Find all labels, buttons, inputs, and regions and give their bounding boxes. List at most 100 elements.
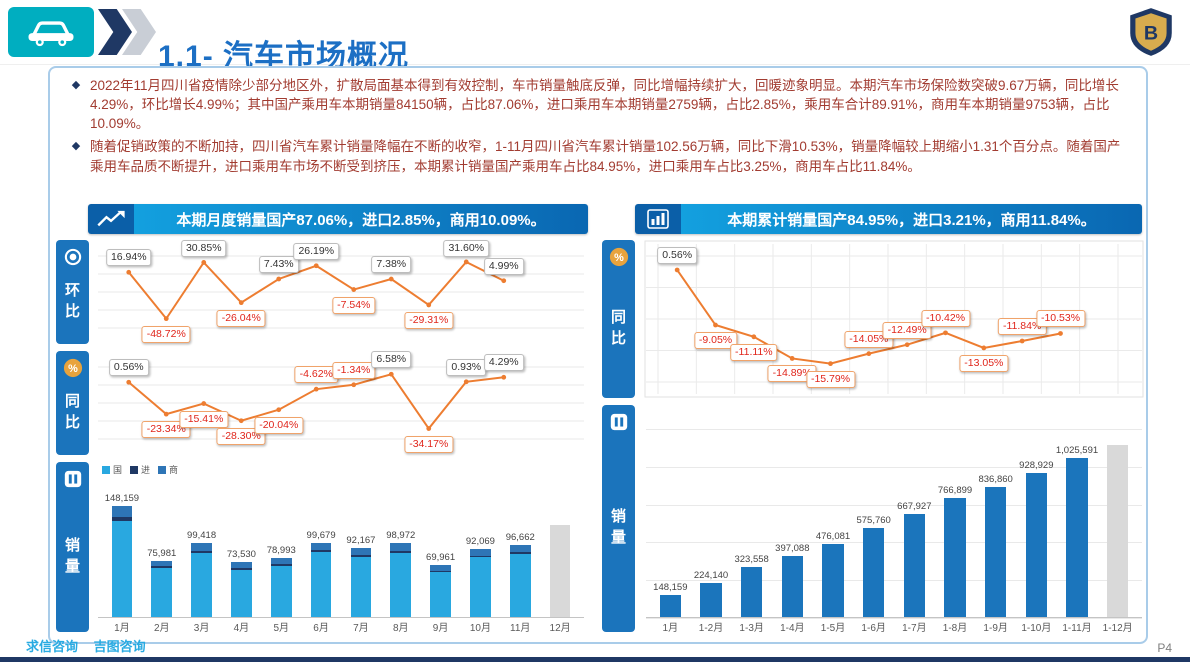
percent-icon: %: [63, 358, 82, 378]
bar-segment-domestic: [270, 566, 292, 618]
bar-segment-commercial: [310, 542, 332, 551]
x-axis-label: 4月: [233, 623, 250, 634]
x-axis-label: 10月: [469, 623, 491, 634]
data-point-label: 4.99%: [483, 257, 524, 275]
data-point-label: 0.56%: [657, 246, 698, 264]
data-point-label: -29.31%: [404, 311, 454, 329]
x-axis-label: 9月: [432, 623, 449, 634]
bar-segment-commercial: [470, 548, 491, 556]
bar-segment-domestic: [151, 568, 173, 618]
footer-brand: 求信咨询: [26, 639, 79, 654]
bar-segment-commercial: [191, 542, 212, 551]
data-point-label: -7.54%: [332, 296, 376, 314]
bar-value-label: 92,167: [346, 535, 376, 547]
x-axis-label: 1-6月: [861, 623, 886, 634]
value-bar: [470, 548, 491, 619]
cumulative-yoy-line-chart: 0.56% -9.05% -11.11% -14.89% -15.79% -14.05% -…: [644, 240, 1144, 398]
gridline: [646, 580, 1142, 582]
value-bar: [985, 487, 1007, 618]
bar-chart-icon: [635, 204, 681, 234]
data-point-label: -9.05%: [693, 332, 738, 349]
x-axis-label: 12月: [549, 623, 571, 634]
x-axis-label: 11月: [510, 623, 531, 634]
bar-segment-commercial: [430, 565, 451, 571]
bar-value-label: 78,993: [266, 545, 296, 557]
svg-text:%: %: [614, 252, 624, 264]
bar-value-label: 667,927: [897, 500, 932, 512]
bar-segment-import: [310, 550, 332, 553]
bullet-text: 随着促销政策的不断加持，四川省汽车累计销量降幅在不断的收窄，1-11月四川省汽车…: [90, 139, 1121, 174]
bar-value-label: 836,860: [978, 474, 1013, 486]
x-axis-label: 1-10月: [1021, 623, 1052, 634]
bar-value-label: 75,981: [147, 547, 177, 559]
legend-item: 国: [102, 463, 122, 476]
x-axis-label: 7月: [353, 623, 369, 634]
value-bar: [741, 567, 763, 618]
bar-segment-commercial: [350, 548, 372, 556]
data-point-label: 7.38%: [371, 256, 412, 274]
x-axis-label: 2月: [153, 623, 170, 634]
footer-brand: 吉图咨询: [93, 639, 146, 654]
bar-segment-domestic: [231, 569, 252, 618]
x-axis-label: 6月: [313, 623, 329, 634]
header: 1.1- 汽车市场概况 B: [0, 0, 1190, 73]
data-point-label: -4.62%: [294, 366, 338, 384]
sidebar-label: 销量: [64, 536, 80, 575]
data-point-label: -15.79%: [805, 370, 856, 388]
value-bar: [390, 543, 412, 618]
bar-segment-import: [231, 568, 252, 570]
bar-segment-import: [191, 550, 212, 553]
cumulative-sales-bar-chart: 148,159 1月 224,140 1-2月 323,558 1-3月 397,088 1-…: [644, 405, 1144, 634]
legend-swatch-import: [130, 465, 139, 474]
sidebar-label: 销量: [610, 508, 626, 546]
gridline: [646, 618, 1142, 619]
bar-segment-import: [430, 570, 451, 573]
logo-emblem-icon: B: [1130, 8, 1172, 56]
bar-value-label: 99,679: [306, 529, 336, 541]
value-bar: [700, 583, 722, 618]
bar-segment-domestic: [191, 552, 212, 618]
x-axis-label: 1月: [114, 623, 130, 634]
data-point-label: -11.11%: [730, 343, 778, 361]
bullet-diamond-icon: ◆: [71, 79, 81, 91]
data-point-label: -11.84%: [997, 317, 1047, 335]
data-point-label: -23.34%: [141, 421, 191, 439]
data-point-label: -10.42%: [920, 309, 971, 327]
legend-swatch-commercial: [158, 465, 167, 474]
bar-segment-domestic: [350, 557, 372, 618]
bar-value-label: 148,159: [104, 493, 140, 505]
sidebar-label: 环比: [64, 281, 80, 320]
placeholder-bar: [549, 525, 571, 618]
sidebar-tab-yoy: % 同比: [56, 351, 89, 455]
value-bar: [270, 558, 292, 618]
value-bar: [822, 543, 844, 618]
legend-item: 进: [130, 463, 150, 476]
summary-bullets: ◆ 2022年11月四川省疫情除少部分地区外，扩散局面基本得到有效控制，车市销量…: [62, 76, 1130, 202]
bullet-text: 2022年11月四川省疫情除少部分地区外，扩散局面基本得到有效控制，车市销量触底…: [90, 78, 1119, 132]
data-point-label: 7.43%: [258, 255, 299, 273]
sales-bars-icon: [64, 470, 81, 488]
trend-line-icon: [88, 204, 134, 234]
data-point-label: -28.30%: [216, 427, 266, 445]
sidebar-tab-yoy-cumulative: % 同比: [602, 240, 635, 398]
data-point-label: 26.19%: [293, 242, 340, 260]
x-axis-label: 1-9月: [983, 623, 1008, 634]
data-point-label: -26.04%: [216, 309, 266, 327]
mom-line-chart: 16.94% -48.72% 30.85% -26.04% 7.43% 26.19% -7.…: [96, 240, 586, 344]
x-axis-label: 1-5月: [820, 623, 846, 634]
x-axis-label: 1-8月: [942, 623, 968, 634]
bar-segment-commercial: [270, 558, 292, 565]
value-bar: [509, 545, 531, 618]
monthly-sales-bar-chart: 国进商 148,159 1月 75,981 2月 99,418 3月 73,530 4月 78,9…: [96, 462, 586, 634]
x-axis-label: 1-12月: [1102, 623, 1133, 634]
value-bar: [191, 542, 212, 618]
footer-divider: [0, 657, 1190, 662]
cumulative-share-banner: 本期累计销量国产84.95%，进口3.21%，商用11.84%。: [635, 204, 1142, 234]
bar-segment-import: [390, 550, 412, 553]
value-bar: [310, 542, 332, 618]
bullet-item: ◆ 随着促销政策的不断加持，四川省汽车累计销量降幅在不断的收窄，1-11月四川省…: [62, 137, 1130, 175]
data-point-label: 6.58%: [371, 351, 412, 369]
bar-value-label: 928,929: [1019, 459, 1054, 471]
bar-segment-commercial: [509, 545, 531, 553]
percent-icon: %: [609, 247, 628, 267]
